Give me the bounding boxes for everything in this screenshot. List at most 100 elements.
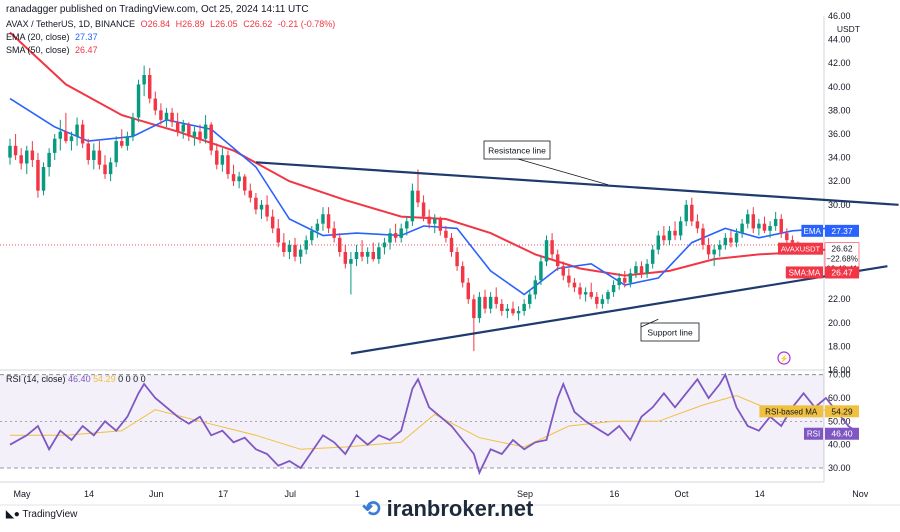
ohlc-high: H26.89 [175,19,205,29]
candle-body [410,190,415,222]
rsi-ma-tag-label-bg [759,405,823,418]
candle-body [25,150,29,164]
price-tick-label: 46.00 [828,11,851,21]
candle-body [136,84,141,118]
candle-body [623,277,627,283]
rsi-tag-label: RSI [807,430,820,439]
support-callout-leader [640,318,659,328]
candle-body [209,124,213,151]
candle-body [505,308,510,311]
candle-body [701,228,705,245]
publisher-line: ranadagger published on TradingView.com,… [6,4,309,15]
candle-body [690,204,694,222]
candle-body [64,131,68,142]
candle-body [740,223,744,234]
ema-legend-label: EMA (20, close) [6,32,70,42]
price-tick-label: 40.00 [828,82,851,92]
rsi-tick-label: 50.00 [828,416,851,426]
candle-body [298,249,303,257]
candle-body [433,218,437,224]
rsi-tick-label: 30.00 [828,463,851,473]
candle-body [567,275,571,283]
rsi-tag-value-bg [825,427,859,440]
tv-logo-text: TradingView [22,509,78,520]
rsi-tag-value: 46.40 [831,429,853,439]
ohlc-open: O26.84 [140,19,171,29]
candle-body [399,228,403,238]
candle-body [561,266,566,276]
tradingview-logo[interactable]: ◣● TradingView [6,509,77,520]
candle-body [695,221,700,229]
candle-body [13,145,18,156]
time-tick-label: Jun [149,489,164,499]
candle-body [326,214,331,229]
candle-body [723,237,728,245]
time-tick-label: Sep [517,489,533,499]
candle-body [421,202,426,217]
candle-body [159,110,163,120]
candle-body [19,155,23,164]
candle-body [142,75,146,85]
candle-body [181,124,185,132]
candle-body [477,296,482,319]
candle-body [656,235,661,250]
candle-body [773,218,778,227]
candle-body [265,204,269,217]
candle-body [589,292,593,297]
ema-legend[interactable]: EMA (20, close) 27.37 [6,32,98,42]
rsi-ma-tag-label: RSI-based MA [765,407,818,416]
candle-body [8,145,12,158]
candle-body [310,230,314,241]
candle-body [86,143,90,160]
candle-body [516,311,521,314]
candle-body [673,230,677,236]
candle-body [729,237,733,243]
candle-body [92,150,96,160]
support-trend-line [350,265,888,355]
candle-body [332,228,336,238]
watermark: ⟲ iranbroker.net [362,496,533,522]
candle-body [611,285,616,293]
candle-body [768,226,772,231]
ohlc-close: C26.62 [243,19,273,29]
ohlc-low: L26.05 [210,19,238,29]
candle-body [220,155,225,165]
resistance-callout-text: Resistance line [488,146,546,156]
candle-body [147,75,152,99]
time-tick-label: 14 [755,489,765,499]
candle-body [438,218,443,231]
price-tick-label: 20.00 [828,318,851,328]
candle-body [349,259,353,264]
candle-body [276,228,280,243]
candle-body [460,266,465,283]
candle-body [500,303,504,311]
resistance-trend-line [255,161,899,206]
rsi-tick-label: 40.00 [828,440,851,450]
candle-body [36,159,40,191]
candle-body [539,261,543,281]
candle-body [785,233,789,241]
candle-body [198,131,202,139]
candle-body [600,299,605,304]
candle-body [757,223,761,229]
candle-body [606,292,610,300]
candle-body [533,280,538,295]
price-tick-label: 16.00 [828,365,851,375]
candle-body [337,237,342,252]
candle-body [494,296,498,304]
rsi-legend[interactable]: RSI (14, close) 46.40 54.29 0 0 0 0 [6,374,146,384]
price-tick-label: 22.00 [828,294,851,304]
candle-body [254,197,258,210]
watermark-text: iranbroker.net [386,496,534,521]
ema-price-tag-label-bg [801,224,823,237]
support-callout-text: Support line [647,328,693,338]
time-tick-label: 17 [218,489,228,499]
candle-body [354,252,359,260]
rsi-tick-label: 70.00 [828,370,851,380]
sma-price-tag-label: SMA:MA [789,268,821,277]
candle-body [578,287,582,295]
sma-price-tag-label-bg [785,266,823,279]
candle-body [248,190,253,198]
alert-marker-icon [777,351,791,365]
sma-legend[interactable]: SMA (50, close) 26.47 [6,45,98,55]
